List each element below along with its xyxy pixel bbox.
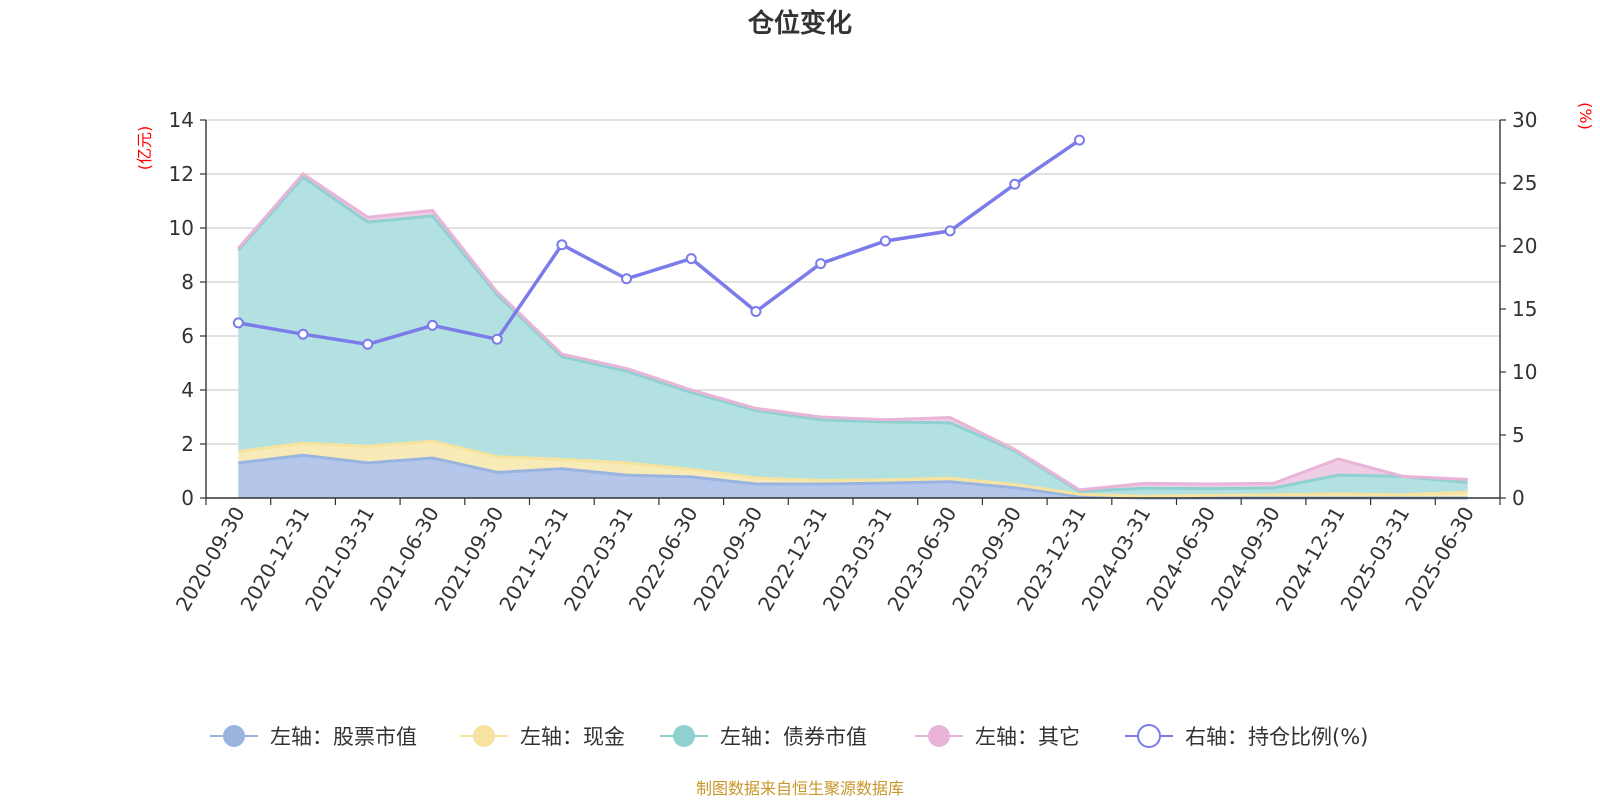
right-tick-label: 5	[1512, 423, 1525, 447]
legend-marker	[223, 725, 245, 747]
ratio-point	[815, 258, 827, 270]
legend-marker	[1137, 724, 1161, 748]
right-tick-label: 15	[1512, 297, 1537, 321]
legend-item: 左轴：股票市值	[210, 725, 417, 749]
x-tick-label: 2025-06-30	[1400, 503, 1479, 616]
legend-marker	[928, 725, 950, 747]
area-左轴：债券市值	[238, 177, 1468, 497]
area-edge-左轴：其它	[237, 172, 1468, 492]
left-tick-label: 8	[181, 270, 194, 294]
ratio-point	[556, 239, 568, 251]
legend-label: 右轴：持仓比例(%)	[1185, 725, 1368, 749]
legend-label: 左轴：其它	[975, 725, 1080, 749]
right-tick-label: 10	[1512, 360, 1537, 384]
legend-marker	[673, 725, 695, 747]
legend-label: 左轴：股票市值	[270, 725, 417, 749]
ratio-line	[232, 134, 1085, 350]
ratio-point	[621, 273, 633, 285]
ratio-point	[362, 338, 374, 350]
legend: 左轴：股票市值 左轴：现金 左轴：债券市值 左轴：其它 右轴：持仓比例(%)	[210, 724, 1368, 749]
ratio-point	[1009, 178, 1021, 190]
legend-item: 左轴：现金	[460, 725, 625, 749]
ratio-point	[297, 328, 309, 340]
left-tick-label: 6	[181, 324, 194, 348]
ratio-point	[879, 235, 891, 247]
left-tick-label: 10	[169, 216, 194, 240]
left-tick-label: 14	[169, 108, 194, 132]
area-edge-左轴：债券市值	[237, 175, 1468, 494]
legend-label: 左轴：债券市值	[720, 725, 867, 749]
right-axis-unit: (%)	[1576, 102, 1595, 130]
left-tick-label: 0	[181, 486, 194, 510]
chart-title: 仓位变化	[747, 8, 852, 39]
legend-item: 左轴：债券市值	[660, 725, 867, 749]
ratio-point	[750, 306, 762, 318]
right-tick-label: 25	[1512, 171, 1537, 195]
ratio-point	[426, 319, 438, 331]
ratio-line-path	[237, 138, 1081, 347]
legend-item: 左轴：其它	[915, 725, 1080, 749]
left-tick-label: 12	[169, 162, 194, 186]
area-左轴：股票市值	[238, 455, 1468, 498]
ratio-point	[1073, 134, 1085, 146]
right-tick-label: 20	[1512, 234, 1537, 258]
left-tick-label: 2	[181, 432, 194, 456]
right-tick-label: 30	[1512, 108, 1537, 132]
right-tick-label: 0	[1512, 486, 1525, 510]
ratio-point	[685, 253, 697, 265]
legend-marker	[473, 725, 495, 747]
left-axis-unit: (亿元)	[135, 126, 154, 171]
left-tick-label: 4	[181, 378, 194, 402]
legend-label: 左轴：现金	[520, 725, 625, 749]
area-edge-左轴：现金	[238, 439, 1468, 498]
ratio-point	[944, 225, 956, 237]
legend-item: 右轴：持仓比例(%)	[1125, 724, 1368, 749]
ratio-point	[232, 317, 244, 329]
source-note: 制图数据来自恒生聚源数据库	[696, 779, 904, 798]
ratio-point	[491, 333, 503, 345]
